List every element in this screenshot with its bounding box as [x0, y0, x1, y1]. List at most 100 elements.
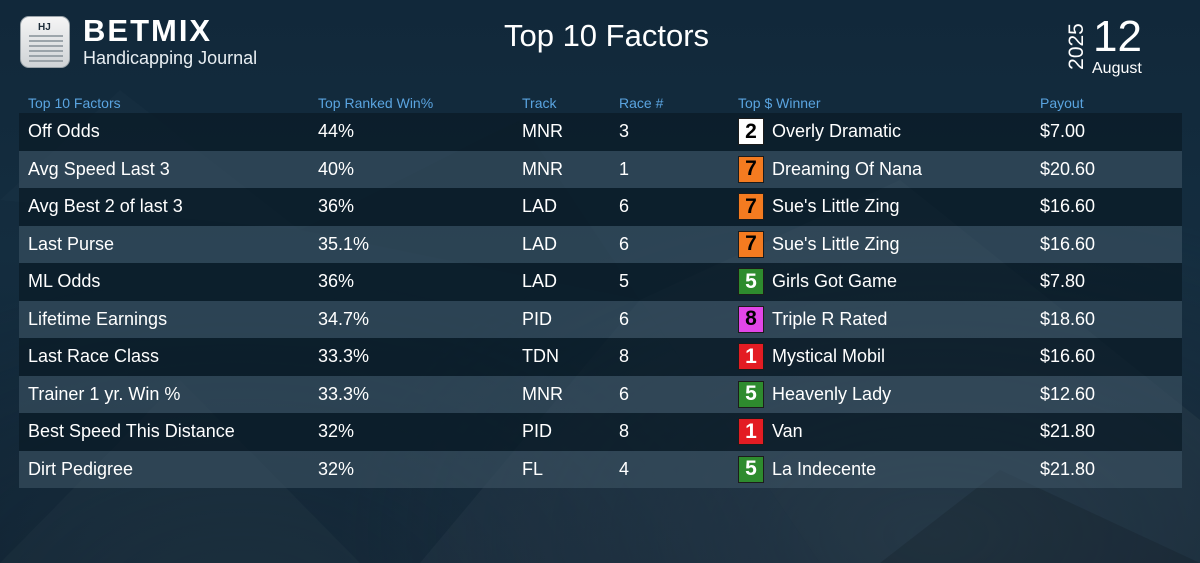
post-position-badge: 2	[738, 118, 764, 146]
cell-payout: $20.60	[1040, 158, 1096, 179]
cell-winner: 2 Overly Dramatic	[728, 118, 1030, 146]
header-winner: Top $ Winner	[738, 95, 821, 111]
journal-icon: HJ	[20, 16, 70, 68]
post-position-badge: 1	[738, 343, 764, 371]
winner-name: Triple R Rated	[772, 308, 888, 329]
cell-track: LAD	[522, 233, 558, 254]
cell-factor: Dirt Pedigree	[28, 458, 134, 479]
post-position-badge: 8	[738, 305, 764, 333]
cell-payout: $21.80	[1040, 458, 1096, 479]
cell-race: 6	[619, 383, 630, 404]
factors-table: Top 10 Factors Top Ranked Win% Track Rac…	[19, 92, 1182, 488]
cell-winner: 5 Girls Got Game	[728, 268, 1030, 296]
cell-factor: Best Speed This Distance	[28, 421, 235, 442]
journal-lines-icon	[29, 35, 63, 63]
winner-name: Overly Dramatic	[772, 121, 902, 142]
page-title: Top 10 Factors	[503, 18, 710, 53]
cell-race: 6	[619, 233, 630, 254]
post-position-badge: 7	[738, 155, 764, 183]
cell-race: 6	[619, 308, 630, 329]
table-row: Lifetime Earnings 34.7% PID 6 8 Triple R Rate…	[19, 300, 1182, 338]
cell-payout: $7.80	[1040, 271, 1086, 292]
table-row: Dirt Pedigree 32% FL 4 5 La Indecente $21.80	[19, 450, 1182, 488]
post-position-badge: 5	[738, 380, 764, 408]
cell-race: 6	[619, 196, 630, 217]
cell-win-pct: 35.1%	[318, 233, 370, 254]
cell-payout: $7.00	[1040, 121, 1086, 142]
post-position-badge: 1	[738, 418, 764, 446]
table-body: Off Odds 44% MNR 3 2 Overly Dramatic $7.00 Avg …	[19, 113, 1182, 488]
cell-track: LAD	[522, 196, 558, 217]
header-race: Race #	[619, 95, 664, 111]
cell-payout: $18.60	[1040, 308, 1096, 329]
table-row: Best Speed This Distance 32% PID 8 1 Van $21.8…	[19, 413, 1182, 451]
cell-track: PID	[522, 421, 553, 442]
cell-winner: 7 Sue's Little Zing	[728, 230, 1030, 258]
cell-factor: Avg Speed Last 3	[28, 158, 170, 179]
cell-track: FL	[522, 458, 544, 479]
cell-win-pct: 34.7%	[318, 308, 370, 329]
cell-win-pct: 44%	[318, 121, 355, 142]
winner-name: Mystical Mobil	[772, 346, 886, 367]
date-day: 12	[1093, 12, 1142, 61]
cell-track: MNR	[522, 121, 563, 142]
post-position-badge: 5	[738, 455, 764, 483]
header-win-pct: Top Ranked Win%	[318, 95, 434, 111]
header-track: Track	[522, 95, 557, 111]
table-row: Avg Best 2 of last 3 36% LAD 6 7 Sue's Little…	[19, 188, 1182, 226]
journal-icon-label: HJ	[38, 22, 51, 33]
date-month: August	[1092, 60, 1142, 77]
date-block: 2025 12 August	[1065, 14, 1176, 80]
cell-race: 3	[619, 121, 630, 142]
table-row: Avg Speed Last 3 40% MNR 1 7 Dreaming Of Nana…	[19, 150, 1182, 188]
cell-winner: 7 Dreaming Of Nana	[728, 155, 1030, 183]
cell-win-pct: 32%	[318, 421, 355, 442]
winner-name: Sue's Little Zing	[772, 233, 900, 254]
cell-race: 1	[619, 158, 630, 179]
cell-factor: Last Purse	[28, 233, 115, 254]
table-row: Trainer 1 yr. Win % 33.3% MNR 6 5 Heavenly La…	[19, 375, 1182, 413]
brand-name: BETMIX	[83, 13, 213, 48]
cell-track: LAD	[522, 271, 558, 292]
table-row: Last Race Class 33.3% TDN 8 1 Mystical Mobil $…	[19, 338, 1182, 376]
cell-track: TDN	[522, 346, 559, 367]
cell-factor: Trainer 1 yr. Win %	[28, 383, 181, 404]
cell-track: PID	[522, 308, 553, 329]
cell-win-pct: 36%	[318, 271, 355, 292]
winner-name: Dreaming Of Nana	[772, 158, 923, 179]
cell-win-pct: 36%	[318, 196, 355, 217]
cell-factor: ML Odds	[28, 271, 101, 292]
cell-winner: 7 Sue's Little Zing	[728, 193, 1030, 221]
post-position-badge: 7	[738, 193, 764, 221]
cell-payout: $16.60	[1040, 196, 1096, 217]
cell-track: MNR	[522, 383, 563, 404]
brand-subtitle: Handicapping Journal	[83, 48, 258, 68]
cell-factor: Avg Best 2 of last 3	[28, 196, 183, 217]
cell-winner: 8 Triple R Rated	[728, 305, 1030, 333]
cell-track: MNR	[522, 158, 563, 179]
winner-name: La Indecente	[772, 458, 877, 479]
brand-logo: HJ BETMIX Handicapping Journal	[20, 15, 257, 68]
winner-name: Girls Got Game	[772, 271, 898, 292]
cell-win-pct: 33.3%	[318, 383, 370, 404]
winner-name: Heavenly Lady	[772, 383, 892, 404]
header-factor: Top 10 Factors	[28, 95, 121, 111]
cell-win-pct: 32%	[318, 458, 355, 479]
table-row: Last Purse 35.1% LAD 6 7 Sue's Little Zing $16…	[19, 225, 1182, 263]
cell-payout: $16.60	[1040, 233, 1096, 254]
cell-win-pct: 33.3%	[318, 346, 370, 367]
winner-name: Van	[772, 421, 803, 442]
cell-factor: Off Odds	[28, 121, 100, 142]
cell-factor: Last Race Class	[28, 346, 160, 367]
cell-race: 5	[619, 271, 630, 292]
cell-winner: 1 Mystical Mobil	[728, 343, 1030, 371]
table-header: Top 10 Factors Top Ranked Win% Track Rac…	[19, 92, 1182, 113]
cell-payout: $21.80	[1040, 421, 1096, 442]
cell-race: 8	[619, 346, 630, 367]
cell-winner: 5 La Indecente	[728, 455, 1030, 483]
cell-race: 4	[619, 458, 630, 479]
post-position-badge: 7	[738, 230, 764, 258]
cell-race: 8	[619, 421, 630, 442]
cell-win-pct: 40%	[318, 158, 355, 179]
cell-factor: Lifetime Earnings	[28, 308, 168, 329]
